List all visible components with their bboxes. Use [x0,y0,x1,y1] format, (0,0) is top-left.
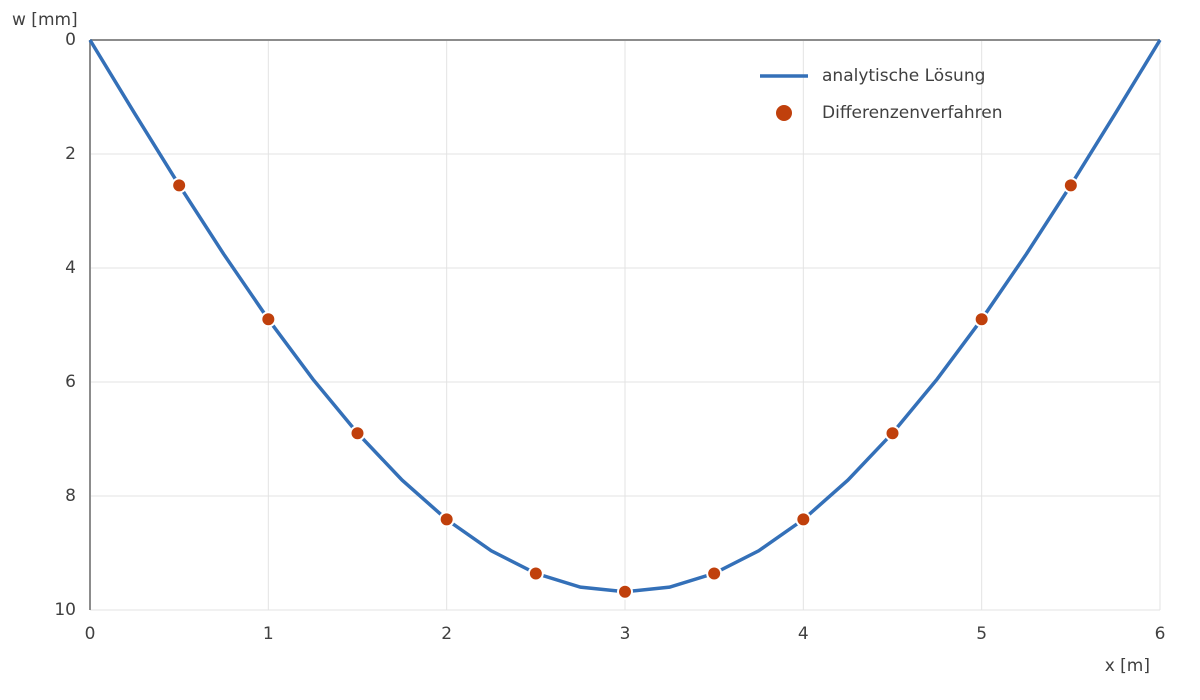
data-point [527,565,544,582]
x-tick-label: 5 [976,624,987,644]
y-tick-label: 6 [65,372,76,392]
y-tick-label: 8 [65,486,76,506]
x-tick-label: 0 [85,624,96,644]
y-tick-label: 10 [54,600,76,620]
y-tick-label: 4 [65,258,76,278]
data-point [1062,177,1079,194]
x-tick-label: 1 [263,624,274,644]
data-point [706,565,723,582]
data-point [617,583,633,600]
data-point [260,311,277,328]
x-tick-label: 4 [798,624,809,644]
data-point [884,425,901,442]
y-tick-label: 2 [65,144,76,164]
data-point [973,311,990,328]
data-point [349,425,366,442]
x-tick-label: 3 [620,624,631,644]
y-axis-label: w [mm] [12,10,78,30]
y-tick-label: 0 [65,30,76,50]
legend-marker [776,105,792,121]
legend-label: analytische Lösung [822,66,985,86]
legend-label: Differenzenverfahren [822,103,1003,123]
x-tick-label: 6 [1155,624,1166,644]
x-axis-label: x [m] [1105,656,1150,676]
data-point [795,511,812,528]
x-tick-label: 2 [441,624,452,644]
data-point [171,177,188,194]
data-point [438,511,455,528]
